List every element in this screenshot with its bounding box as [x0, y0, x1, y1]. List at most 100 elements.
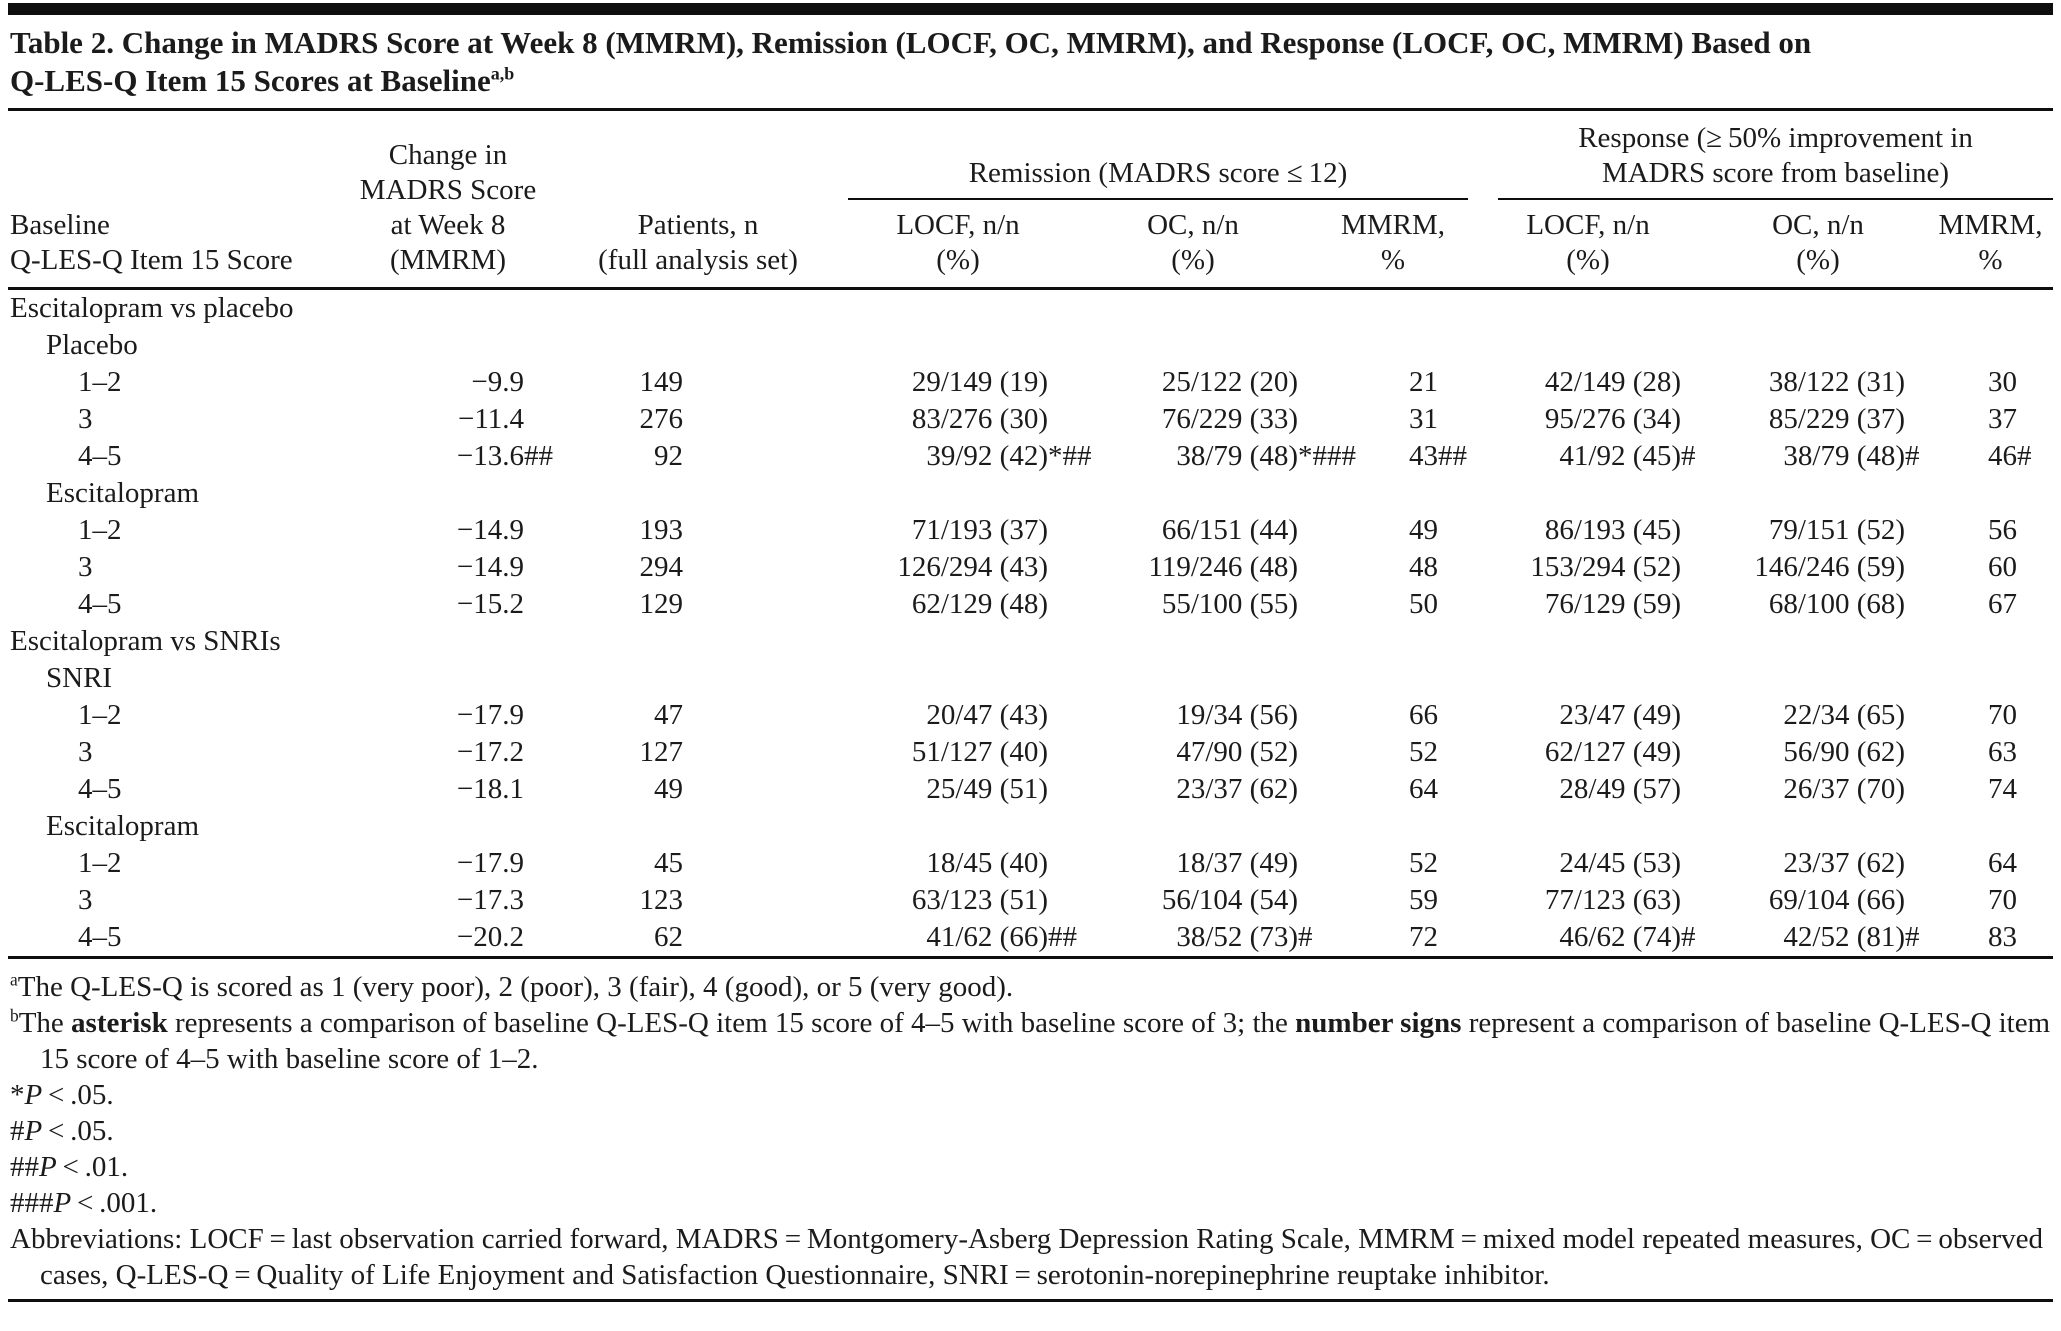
value-cell: 49: [548, 771, 848, 808]
value-cell: 38/79 (48)*###: [1176, 440, 1356, 472]
cell-value: 46/62 (74): [1559, 921, 1682, 953]
value-cell: 70: [1928, 882, 2053, 919]
value-cell: 86/193 (45): [1468, 512, 1708, 549]
group-row: Escitalopram: [8, 475, 2053, 512]
value-cell: 50: [1318, 586, 1468, 623]
data-row: 1–2 −17.9 45 18/45 (40) 18/37 (49) 52 24/45 (5…: [8, 845, 2053, 882]
data-row: 1–2 −17.9 47 20/47 (43) 19/34 (56) 66 23/47 (4…: [8, 697, 2053, 734]
cell-value: 56/104 (54): [1161, 884, 1298, 916]
section-row: Escitalopram vs placebo: [8, 289, 2053, 328]
cell-value: 37: [1988, 403, 2018, 435]
value-cell: −14.9: [348, 512, 548, 549]
column-header-patients: Patients, n (full analysis set): [548, 111, 848, 290]
footnote-a-text: The Q-LES-Q is scored as 1 (very poor), …: [17, 971, 1014, 1003]
cell-value: 79/151 (52): [1768, 514, 1906, 546]
value-cell: −18.1: [348, 771, 548, 808]
row-label: Escitalopram: [46, 477, 200, 509]
cell-value: 49: [654, 773, 683, 805]
cell-value: −17.9: [456, 847, 524, 879]
footnotes: aThe Q-LES-Q is scored as 1 (very poor),…: [8, 959, 2053, 1299]
value-cell: 42/52 (81)#: [1783, 921, 1920, 953]
bottom-rule: [8, 1299, 2053, 1302]
pvalue-marker: ##: [10, 1151, 39, 1183]
subheader-remission-locf: LOCF, n/n (%): [848, 200, 1068, 290]
value-cell: −17.9: [348, 697, 548, 734]
row-label: 3: [78, 403, 93, 435]
cell-value: 41/62 (66): [926, 921, 1048, 953]
pvalue-p: P: [39, 1151, 57, 1183]
cell-value: 56/90 (62): [1783, 736, 1906, 768]
cell-value: 29/149 (19): [911, 366, 1048, 398]
data-row: 1–2 −14.9 193 71/193 (37) 66/151 (44) 49 86/19…: [8, 512, 2053, 549]
cell-value: 20/47 (43): [926, 699, 1048, 731]
cell-value: 26/37 (70): [1783, 773, 1906, 805]
cell-value: 49: [1409, 514, 1439, 546]
row-label: Escitalopram vs SNRIs: [10, 625, 281, 657]
value-cell: 25/49 (51): [848, 771, 1068, 808]
value-cell: 193: [548, 512, 848, 549]
cell-value: 76/129 (59): [1544, 588, 1682, 620]
table-title-text: Table 2. Change in MADRS Score at Week 8…: [10, 25, 1812, 98]
value-cell: 59: [1318, 882, 1468, 919]
value-cell: 62/129 (48): [848, 586, 1068, 623]
value-cell: 29/149 (19): [848, 364, 1068, 401]
cell-value: 38/79 (48): [1783, 440, 1906, 472]
cell-value: 59: [1409, 884, 1439, 916]
cell-value: −17.2: [456, 736, 524, 768]
value-cell: 85/229 (37): [1708, 401, 1928, 438]
cell-value: 60: [1988, 551, 2018, 583]
footnote-b-bold-number-signs: number signs: [1295, 1007, 1462, 1039]
abbreviations-note: Abbreviations: LOCF = last observation c…: [10, 1223, 2044, 1291]
pvalue-threshold: < .01.: [56, 1151, 129, 1183]
value-cell: 31: [1318, 401, 1468, 438]
cell-value: −20.2: [456, 921, 524, 953]
value-cell: 18/45 (40): [848, 845, 1068, 882]
pvalue-note-double-hash: ##P < .01.: [10, 1149, 2051, 1185]
results-table: Baseline Q-LES-Q Item 15 Score Change in…: [8, 111, 2054, 957]
cell-value: 38/122 (31): [1768, 366, 1906, 398]
value-cell: 67: [1928, 586, 2053, 623]
pvalue-p: P: [24, 1079, 43, 1111]
cell-value: 56: [1988, 514, 2018, 546]
value-cell: 123: [548, 882, 848, 919]
cell-value: 74: [1988, 773, 2018, 805]
table2-figure: Table 2. Change in MADRS Score at Week 8…: [8, 3, 2054, 1302]
cell-value: 43: [1409, 440, 1439, 472]
group-row: Escitalopram: [8, 808, 2053, 845]
pvalue-note-hash: #P < .05.: [10, 1113, 2051, 1149]
value-cell: 25/122 (20): [1068, 364, 1318, 401]
value-cell: 149: [548, 364, 848, 401]
value-cell: 46/62 (74)#: [1559, 921, 1696, 953]
pvalue-marker: *: [10, 1079, 25, 1111]
response-spanner-label: Response (≥ 50% improvement in MADRS sco…: [1578, 122, 1973, 189]
value-cell: 38/122 (31): [1708, 364, 1928, 401]
value-cell: 43##: [1409, 440, 1468, 472]
cell-value: 30: [1988, 366, 2018, 398]
value-cell: 76/229 (33): [1068, 401, 1318, 438]
cell-value: 72: [1409, 921, 1439, 953]
cell-value: 22/34 (65): [1783, 699, 1906, 731]
value-cell: 294: [548, 549, 848, 586]
row-label: 4–5: [78, 588, 122, 620]
response-spanner: Response (≥ 50% improvement in MADRS sco…: [1498, 121, 2054, 200]
value-cell: 19/34 (56): [1068, 697, 1318, 734]
value-cell: 21: [1318, 364, 1468, 401]
cell-value: 19/34 (56): [1176, 699, 1298, 731]
pvalue-note-triple-hash: ###P < .001.: [10, 1185, 2051, 1221]
value-cell: 60: [1928, 549, 2053, 586]
table-body: Escitalopram vs placebo Placebo 1–2 −9.9 149…: [8, 289, 2053, 957]
cell-value: 67: [1988, 588, 2018, 620]
value-cell: 95/276 (34): [1468, 401, 1708, 438]
table-title-superscript: a,b: [490, 63, 515, 84]
row-label: 4–5: [78, 921, 122, 953]
pvalue-p: P: [24, 1115, 43, 1147]
value-cell: −9.9: [348, 364, 548, 401]
group-header-response: Response (≥ 50% improvement in MADRS sco…: [1468, 111, 2054, 200]
cell-value: 68/100 (68): [1768, 588, 1906, 620]
cell-value: −9.9: [471, 366, 524, 398]
cell-value: 47/90 (52): [1176, 736, 1298, 768]
cell-value: 149: [639, 366, 684, 398]
cell-value: 83/276 (30): [911, 403, 1048, 435]
data-row: 4–5 −13.6## 92 39/92 (42)*## 38/79 (48)*### 4…: [8, 438, 2053, 475]
cell-value: 42/52 (81): [1783, 921, 1906, 953]
